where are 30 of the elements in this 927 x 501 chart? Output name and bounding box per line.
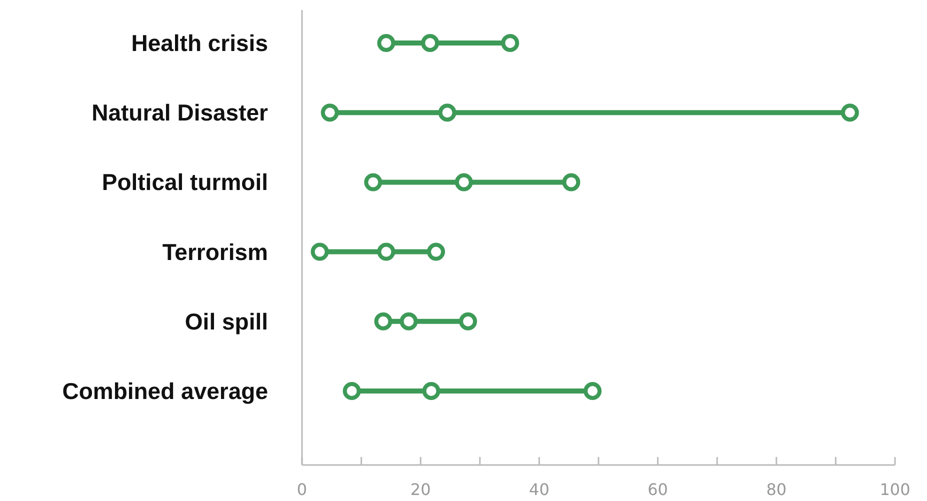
x-tick-label: 80 [766,480,787,499]
point [438,104,456,122]
point [501,34,520,52]
point [377,34,396,52]
y-tick-label: Terrorism [162,238,268,265]
x-tick-label: 0 [296,480,308,499]
point [562,173,580,192]
point [584,382,602,400]
x-tick-label: 100 [880,480,910,499]
point [310,242,329,261]
y-tick-label: Health crisis [131,30,268,56]
point [427,242,446,261]
point [459,312,478,330]
point [400,312,418,330]
y-tick-label: Poltical turmoil [102,169,268,196]
point [320,104,339,122]
x-tick-label: 40 [529,480,550,499]
point [374,312,392,330]
point [454,173,473,192]
y-tick-label: Oil spill [184,308,268,334]
point [377,242,396,261]
point [342,382,361,400]
point [364,173,382,192]
x-tick-label: 60 [648,480,668,499]
point [422,382,440,400]
point [840,104,859,122]
y-tick-label: Natural Disaster [92,100,268,126]
x-tick-label: 20 [410,480,431,499]
point [421,34,440,52]
y-tick-label: Combined average [62,378,268,404]
